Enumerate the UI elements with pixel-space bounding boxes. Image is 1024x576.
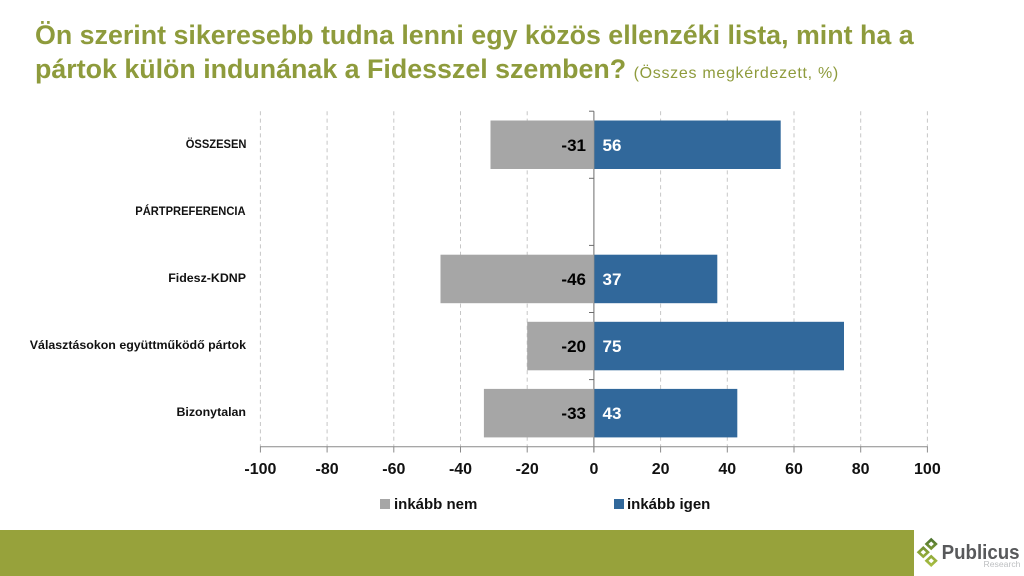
svg-text:Research: Research: [984, 559, 1021, 569]
svg-text:Publicus: Publicus: [942, 541, 1020, 564]
